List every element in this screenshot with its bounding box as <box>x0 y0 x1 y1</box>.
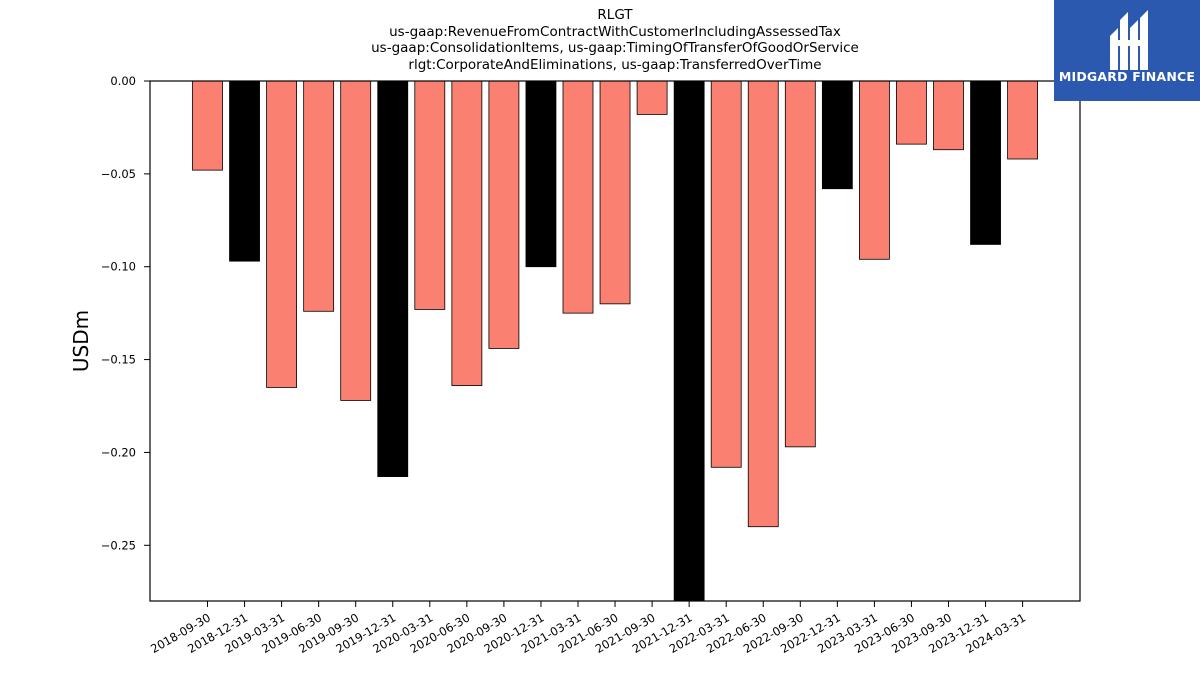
y-tick-label: −0.25 <box>101 538 136 552</box>
y-tick-label: −0.15 <box>101 353 136 367</box>
x-axis-ticks: 2018-09-302018-12-312019-03-312019-06-30… <box>148 601 1028 656</box>
bar-2019-03-31 <box>266 80 298 388</box>
bar-2021-09-30 <box>636 80 668 115</box>
bar-2023-09-30 <box>933 80 964 151</box>
bar-2018-09-30 <box>192 80 223 171</box>
y-axis-ticks: 0.00 −0.05 −0.10 −0.15 −0.20 −0.25 <box>101 74 150 552</box>
y-tick-label: 0.00 <box>110 74 136 88</box>
bar-2023-03-31 <box>859 80 890 260</box>
bar-2020-09-30 <box>488 80 520 349</box>
logo-text: MIDGARD FINANCE <box>1058 69 1196 84</box>
bar-2019-09-30 <box>340 80 372 401</box>
bar-2022-06-30 <box>747 80 779 528</box>
y-tick-label: −0.10 <box>101 260 136 274</box>
bar-2019-12-31 <box>377 80 409 477</box>
bar-2020-03-31 <box>414 80 446 310</box>
bar-2021-12-31 <box>673 80 705 602</box>
y-axis-label: USDm <box>69 310 93 372</box>
y-tick-label: −0.20 <box>101 445 136 459</box>
bar-2018-12-31 <box>229 80 260 262</box>
plot-frame <box>149 80 1081 602</box>
bar-2021-03-31 <box>562 80 594 314</box>
chart-title-line-4: rlgt:CorporateAndEliminations, us-gaap:T… <box>408 57 822 73</box>
y-tick-label: −0.05 <box>101 167 136 181</box>
midgard-logo-icon <box>1110 10 1148 70</box>
bar-2022-09-30 <box>784 80 816 448</box>
bar-2023-12-31 <box>970 80 1001 245</box>
bar-2021-06-30 <box>599 80 631 305</box>
bars-group <box>192 80 1038 602</box>
chart-title-line-1: RLGT <box>597 7 633 23</box>
bar-2022-12-31 <box>821 80 853 190</box>
bar-2020-12-31 <box>525 80 557 268</box>
bar-2020-06-30 <box>451 80 483 386</box>
bar-2019-06-30 <box>303 80 335 312</box>
chart-title-line-2: us-gaap:RevenueFromContractWithCustomerI… <box>389 24 841 40</box>
midgard-finance-logo: MIDGARD FINANCE <box>1054 0 1200 101</box>
bar-2024-03-31 <box>1007 80 1038 160</box>
bar-2022-03-31 <box>710 80 742 468</box>
bar-2023-06-30 <box>896 80 927 145</box>
chart-title-line-3: us-gaap:ConsolidationItems, us-gaap:Timi… <box>371 40 859 56</box>
